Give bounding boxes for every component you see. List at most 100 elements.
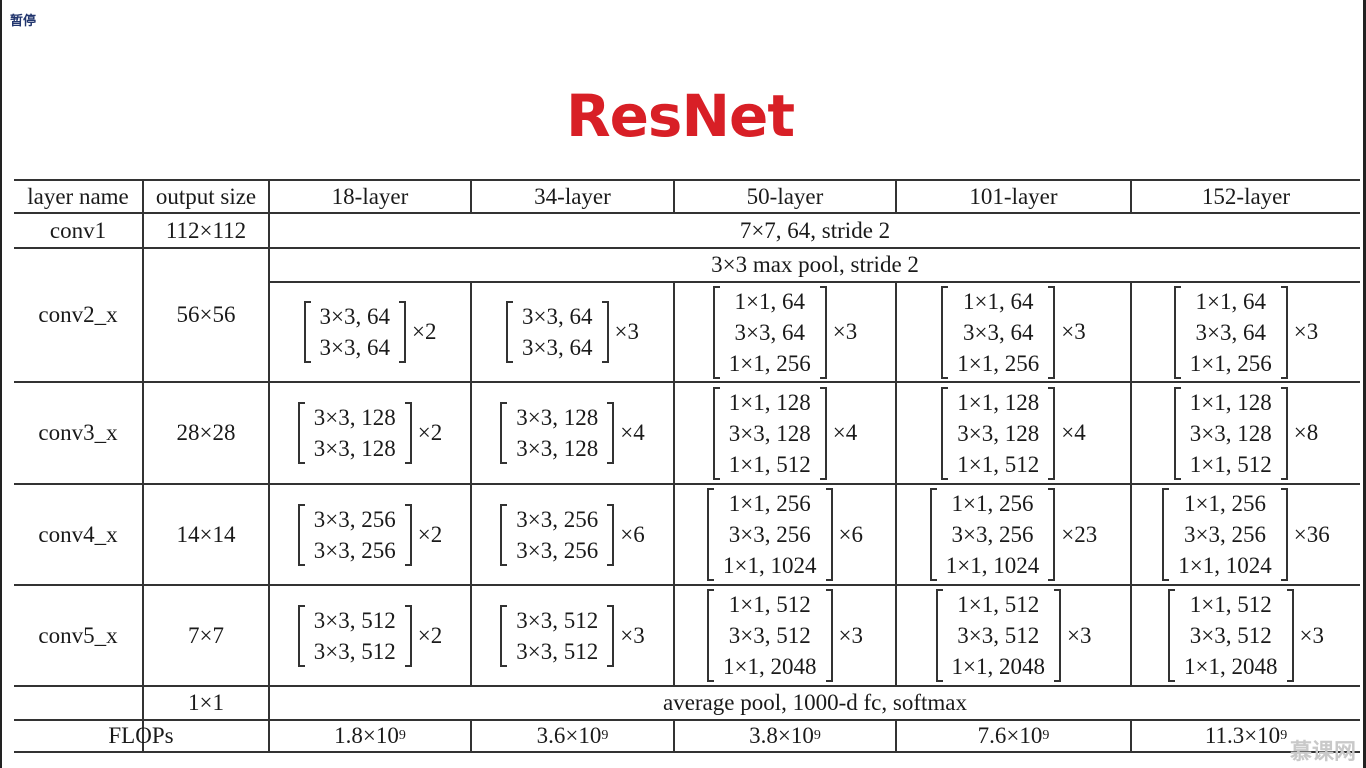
residual-block: 3×3, 512 3×3, 512 ×3 xyxy=(500,604,645,667)
block-layer-spec: 3×3, 64 xyxy=(319,335,390,360)
block-bracket: 3×3, 128 3×3, 128 xyxy=(297,402,412,464)
rule-col-4-flops xyxy=(673,719,675,753)
residual-block: 3×3, 256 3×3, 256 ×6 xyxy=(500,503,645,566)
frame-left-border xyxy=(0,0,2,768)
block-bracket: 1×1, 64 3×3, 64 1×1, 256 xyxy=(941,285,1056,379)
residual-block: 3×3, 128 3×3, 128 ×2 xyxy=(297,402,442,464)
block-layer-spec: 1×1, 256 xyxy=(1189,350,1272,376)
block-repeat-count: ×6 xyxy=(838,521,863,547)
block-repeat-count: ×23 xyxy=(1061,521,1098,547)
rule-bottom xyxy=(14,751,1360,753)
conv2-size: 56×56 xyxy=(176,302,236,327)
rule-col-3-head xyxy=(470,179,472,213)
block-layer-spec: 3×3, 512 xyxy=(728,623,811,648)
conv5-cell-34-layer: 3×3, 512 3×3, 512 ×3 xyxy=(472,586,673,685)
residual-block: 3×3, 64 3×3, 64 ×3 xyxy=(506,301,639,363)
block-layer-spec: 1×1, 512 xyxy=(728,451,811,477)
block-layer-spec: 1×1, 128 xyxy=(728,389,811,415)
conv5-name: conv5_x xyxy=(38,622,118,648)
rule-col-4-head xyxy=(673,179,675,213)
block-bracket: 1×1, 64 3×3, 64 1×1, 256 xyxy=(712,285,827,379)
block-layer-spec: 3×3, 256 xyxy=(313,537,396,563)
flops-101-mantissa: 7.6×10 xyxy=(977,723,1043,748)
block-repeat-count: ×3 xyxy=(832,319,858,344)
conv4-cell-18-layer: 3×3, 256 3×3, 256 ×2 xyxy=(270,485,470,584)
block-bracket: 3×3, 64 3×3, 64 xyxy=(506,301,609,363)
block-layer-spec: 1×1, 512 xyxy=(1189,592,1272,617)
block-layer-spec: 1×1, 2048 xyxy=(951,654,1045,679)
block-layer-spec: 1×1, 256 xyxy=(728,350,811,376)
header-output-size: output size xyxy=(155,183,257,209)
block-layer-spec: 1×1, 512 xyxy=(1189,451,1272,477)
conv3-cell-50-layer: 1×1, 128 3×3, 128 1×1, 512 ×4 xyxy=(675,383,895,483)
block-layer-spec: 1×1, 2048 xyxy=(1184,654,1278,679)
block-repeat-count: ×3 xyxy=(1293,319,1319,344)
header-152-layer: 152-layer xyxy=(1201,183,1291,209)
conv1-spec: 7×7, 64, stride 2 xyxy=(739,217,891,243)
block-layer-spec: 3×3, 128 xyxy=(313,405,396,430)
block-layer-spec: 3×3, 512 xyxy=(313,607,396,633)
block-layer-spec: 3×3, 64 xyxy=(963,319,1034,345)
rule-col-1 xyxy=(142,179,144,753)
block-layer-spec: 3×3, 128 xyxy=(957,420,1040,446)
block-repeat-count: ×3 xyxy=(1299,622,1324,648)
rule-conv4 xyxy=(14,584,1360,586)
block-layer-spec: 3×3, 128 xyxy=(516,405,599,430)
block-repeat-count: ×2 xyxy=(417,622,443,648)
block-layer-spec: 3×3, 64 xyxy=(319,304,390,329)
flops-50: 3.8×10 9 xyxy=(749,723,821,748)
residual-block: 3×3, 256 3×3, 256 ×2 xyxy=(297,503,442,566)
rule-conv2 xyxy=(14,381,1360,383)
block-layer-spec: 3×3, 256 xyxy=(516,506,599,532)
block-layer-spec: 1×1, 256 xyxy=(951,491,1034,516)
conv3-blocks: 3×3, 128 3×3, 128 ×2 3×3, 128 3×3, 128 ×4 1×1,… xyxy=(14,383,1360,483)
residual-block: 1×1, 128 3×3, 128 1×1, 512 ×4 xyxy=(941,386,1086,480)
residual-block: 1×1, 512 3×3, 512 1×1, 2048 ×3 xyxy=(707,589,863,682)
block-repeat-count: ×3 xyxy=(838,622,863,648)
residual-block: 1×1, 256 3×3, 256 1×1, 1024 ×36 xyxy=(1162,488,1330,581)
rule-col-5-body xyxy=(895,281,897,685)
block-layer-spec: 3×3, 64 xyxy=(522,304,593,329)
conv4-cell-50-layer: 1×1, 256 3×3, 256 1×1, 1024 ×6 xyxy=(675,485,895,584)
block-layer-spec: 1×1, 128 xyxy=(1189,389,1272,415)
page-title: ResNet xyxy=(565,82,795,150)
block-layer-spec: 3×3, 512 xyxy=(313,638,396,664)
block-layer-spec: 1×1, 64 xyxy=(963,288,1034,314)
rule-conv3 xyxy=(14,483,1360,485)
block-bracket: 1×1, 256 3×3, 256 1×1, 1024 xyxy=(1162,488,1289,581)
conv4-size: 14×14 xyxy=(176,521,236,547)
block-repeat-count: ×3 xyxy=(614,319,639,344)
block-repeat-count: ×4 xyxy=(1061,420,1086,445)
conv2-blocks: 3×3, 64 3×3, 64 ×2 3×3, 64 3×3, 64 ×3 1×1, 64 3… xyxy=(14,283,1360,381)
block-bracket: 1×1, 128 3×3, 128 1×1, 512 xyxy=(1173,386,1288,480)
conv3-cell-152-layer: 1×1, 128 3×3, 128 1×1, 512 ×8 xyxy=(1132,383,1360,483)
flops-50-mantissa: 3.8×10 xyxy=(749,723,814,748)
conv2-cell-50-layer: 1×1, 64 3×3, 64 1×1, 256 ×3 xyxy=(675,283,895,381)
rule-col-3-flops xyxy=(470,719,472,753)
conv4-name: conv4_x xyxy=(38,521,118,547)
block-layer-spec: 3×3, 64 xyxy=(734,319,805,345)
rule-col-6-flops xyxy=(1130,719,1132,753)
rule-conv5 xyxy=(14,685,1360,687)
block-layer-spec: 3×3, 512 xyxy=(1189,623,1272,648)
rule-header xyxy=(14,212,1360,214)
conv3-cell-101-layer: 1×1, 128 3×3, 128 1×1, 512 ×4 xyxy=(897,383,1130,483)
conv4-cell-101-layer: 1×1, 256 3×3, 256 1×1, 1024 ×23 xyxy=(897,485,1130,584)
block-layer-spec: 1×1, 256 xyxy=(957,350,1040,376)
block-bracket: 1×1, 256 3×3, 256 1×1, 1024 xyxy=(707,488,833,581)
block-bracket: 1×1, 64 3×3, 64 1×1, 256 xyxy=(1173,285,1288,379)
block-repeat-count: ×4 xyxy=(620,420,645,445)
block-repeat-count: ×3 xyxy=(1061,319,1086,344)
block-layer-spec: 1×1, 256 xyxy=(728,491,811,516)
conv2-cell-18-layer: 3×3, 64 3×3, 64 ×2 xyxy=(270,283,470,381)
block-layer-spec: 3×3, 256 xyxy=(313,506,396,532)
pause-button[interactable]: 暂停 xyxy=(10,14,37,29)
conv5-cell-50-layer: 1×1, 512 3×3, 512 1×1, 2048 ×3 xyxy=(675,586,895,685)
rule-conv1 xyxy=(14,247,1360,249)
block-layer-spec: 1×1, 512 xyxy=(728,592,811,617)
block-layer-spec: 1×1, 1024 xyxy=(723,553,817,578)
block-layer-spec: 3×3, 64 xyxy=(522,335,593,360)
conv3-size: 28×28 xyxy=(176,420,236,445)
block-bracket: 3×3, 128 3×3, 128 xyxy=(500,402,615,464)
block-bracket: 1×1, 512 3×3, 512 1×1, 2048 xyxy=(1168,589,1294,682)
